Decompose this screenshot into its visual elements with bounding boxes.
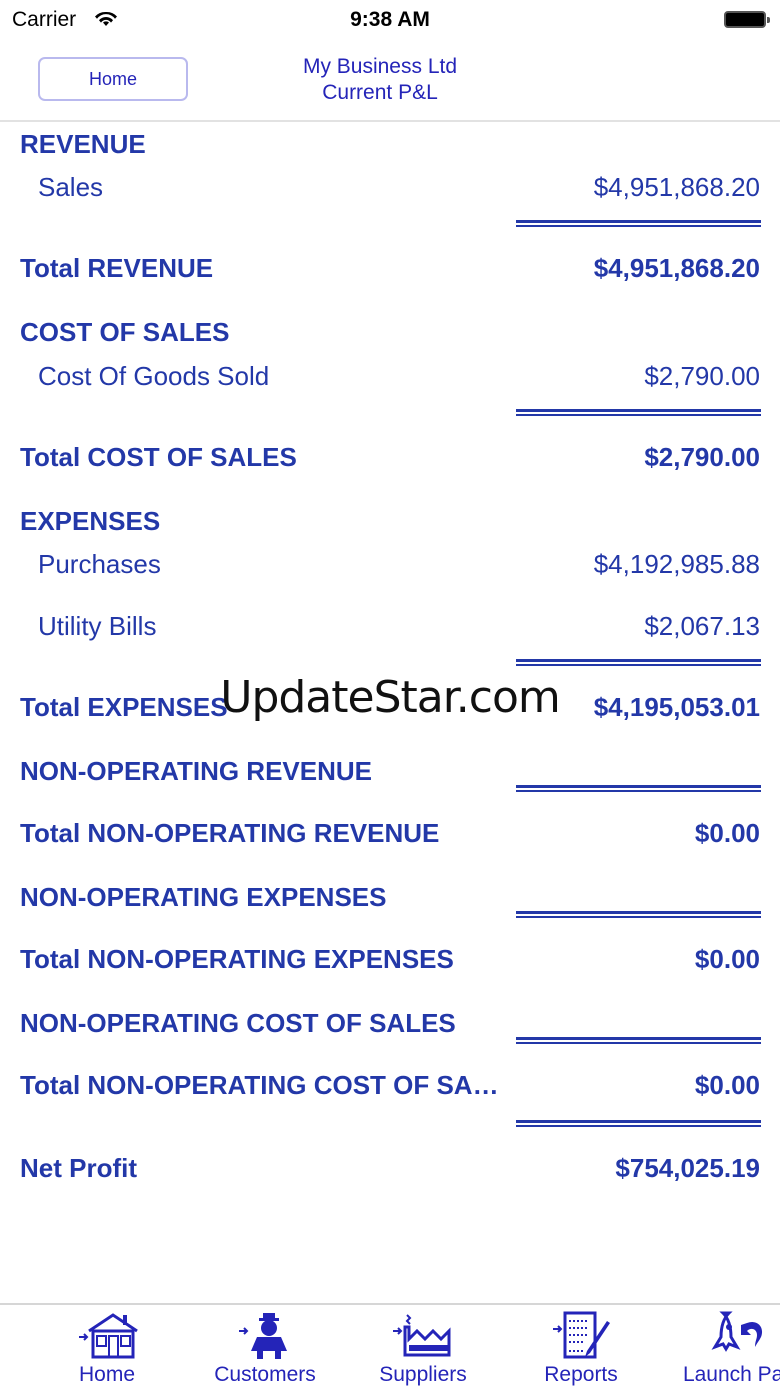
nav-bar: Home My Business Ltd Current P&L — [0, 40, 780, 122]
clock: 9:38 AM — [350, 8, 430, 31]
row-label: Sales — [38, 172, 104, 202]
total-row: Total NON-OPERATING EXPENSES $0.00 — [0, 939, 780, 979]
row-amount: $4,192,985.88 — [593, 549, 760, 579]
row-label: COST OF SALES — [20, 317, 230, 347]
total-row: Total COST OF SALES $2,790.00 — [0, 437, 780, 477]
section-header: EXPENSES — [0, 501, 780, 541]
row-amount: $0.00 — [694, 944, 760, 974]
total-row: Net Profit $754,025.19 — [0, 1148, 780, 1188]
row-label: EXPENSES — [20, 506, 161, 536]
row-amount: $2,790.00 — [644, 361, 760, 391]
house-icon — [79, 1313, 138, 1359]
wifi-icon — [95, 11, 117, 26]
row-label: Purchases — [38, 549, 161, 579]
rocket-icon — [711, 1311, 763, 1352]
factory-icon — [393, 1314, 451, 1357]
row-label: NON-OPERATING EXPENSES — [20, 882, 387, 912]
company-name: My Business Ltd — [302, 55, 458, 78]
total-double-rule — [516, 659, 761, 666]
battery-icon — [724, 11, 770, 28]
carrier-label: Carrier — [12, 8, 77, 31]
row-amount: $754,025.19 — [615, 1153, 760, 1183]
row-label: Cost Of Goods Sold — [38, 361, 270, 391]
status-bar: Carrier 9:38 AM — [0, 0, 780, 40]
row-amount: $0.00 — [694, 1070, 760, 1100]
row-label: Total COST OF SALES — [20, 442, 297, 472]
tab-label: Customers — [214, 1363, 316, 1386]
tab-label: Suppliers — [379, 1363, 467, 1386]
total-double-rule — [516, 1120, 761, 1127]
section-header: REVENUE — [0, 124, 780, 164]
total-double-rule — [516, 220, 761, 227]
total-double-rule — [516, 785, 761, 792]
tab-reports[interactable]: Reports — [506, 1305, 656, 1389]
customer-person-icon — [239, 1313, 287, 1359]
row-label: Utility Bills — [38, 611, 157, 641]
section-header: COST OF SALES — [0, 312, 780, 352]
row-label: Total NON-OPERATING EXPENSES — [20, 944, 454, 974]
tab-label: Launch Pad — [682, 1363, 780, 1386]
row-label: Total NON-OPERATING REVENUE — [20, 818, 440, 848]
tab-customers[interactable]: Customers — [190, 1305, 340, 1389]
page-title: My Business Ltd Current P&L — [0, 54, 760, 106]
row-amount: $2,067.13 — [644, 611, 760, 641]
line-item-row: Purchases $4,192,985.88 — [0, 544, 780, 584]
row-amount: $4,951,868.20 — [593, 253, 760, 283]
row-amount: $2,790.00 — [644, 442, 760, 472]
row-amount: $4,195,053.01 — [593, 692, 760, 722]
row-amount: $4,951,868.20 — [593, 172, 760, 202]
line-item-row: Cost Of Goods Sold $2,790.00 — [0, 356, 780, 396]
row-label: NON-OPERATING COST OF SALES — [20, 1008, 456, 1038]
report-pencil-icon — [553, 1311, 610, 1359]
total-double-rule — [516, 911, 761, 918]
tab-label: Reports — [544, 1363, 618, 1386]
line-item-row: Utility Bills $2,067.13 — [0, 606, 780, 646]
total-row: Total NON-OPERATING REVENUE $0.00 — [0, 813, 780, 853]
total-double-rule — [516, 1037, 761, 1044]
row-label: Total REVENUE — [20, 253, 214, 283]
row-label: REVENUE — [20, 129, 146, 159]
tab-home[interactable]: Home — [32, 1305, 182, 1389]
row-label: Net Profit — [20, 1153, 137, 1183]
tab-suppliers[interactable]: Suppliers — [348, 1305, 498, 1389]
line-item-row: Sales $4,951,868.20 — [0, 167, 780, 207]
watermark: UpdateStar.com — [220, 672, 561, 723]
row-amount: $0.00 — [694, 818, 760, 848]
total-row: Total REVENUE $4,951,868.20 — [0, 248, 780, 288]
home-button[interactable]: Home — [38, 57, 188, 101]
report-name: Current P&L — [322, 81, 438, 104]
tab-bar: Home Customers Suppliers Reports Launch … — [0, 1303, 780, 1387]
total-row: Total EXPENSES $4,195,053.01 — [0, 687, 780, 727]
row-label: NON-OPERATING REVENUE — [20, 756, 372, 786]
total-double-rule — [516, 409, 761, 416]
total-row: Total NON-OPERATING COST OF SALES $0.00 — [0, 1065, 780, 1105]
row-label: Total NON-OPERATING COST OF SALES — [20, 1070, 510, 1100]
tab-launch-pad[interactable]: Launch Pad — [664, 1305, 780, 1389]
tab-label: Home — [78, 1363, 136, 1386]
